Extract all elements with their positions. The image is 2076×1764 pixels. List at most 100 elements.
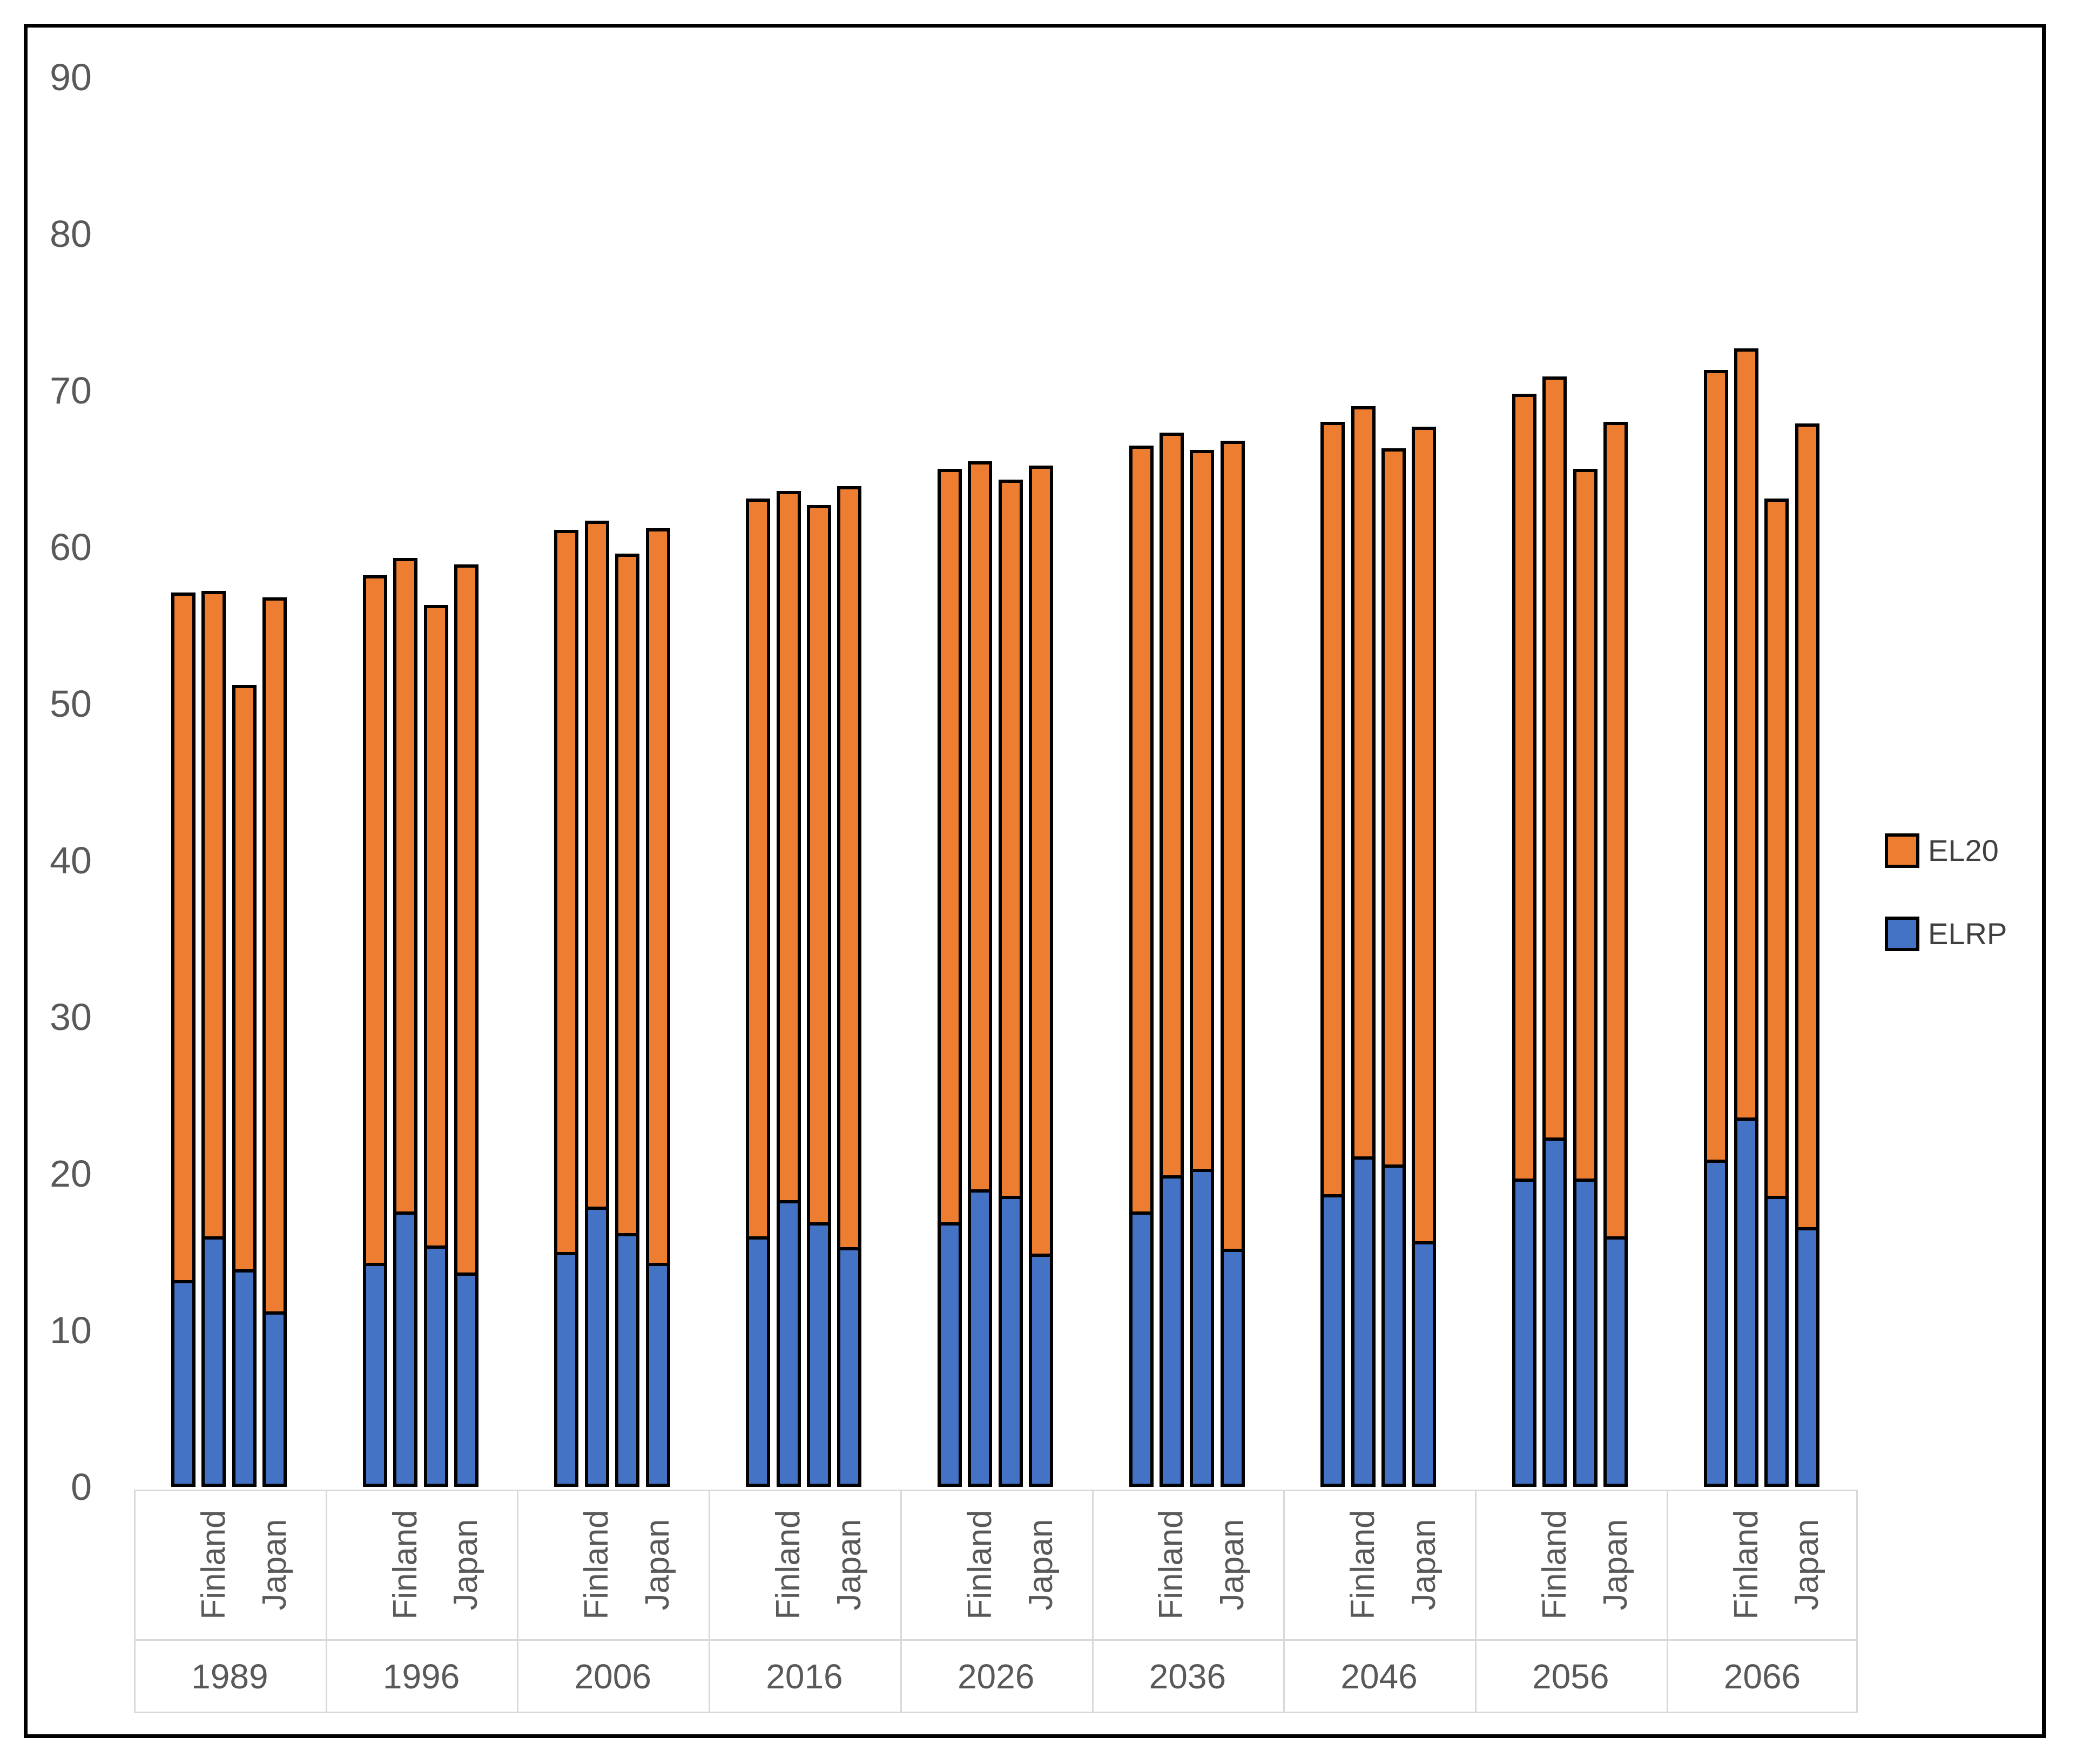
legend-swatch-el20 <box>1885 833 1919 868</box>
bar-1989-finland-2-el20-segment <box>201 591 226 1236</box>
bar-2046-finland-1-el20-segment <box>1320 422 1345 1194</box>
bar-1989-finland-1-elrp-segment <box>171 1280 196 1487</box>
x-axis-country-label-2006-japan: Japan <box>639 1519 677 1611</box>
x-axis-country-label-2016-japan: Japan <box>830 1519 868 1611</box>
category-separator-line <box>1283 1490 1285 1713</box>
bar-2046-finland-2-elrp-segment <box>1351 1156 1376 1487</box>
chart-outer-border <box>24 24 2046 1738</box>
bar-1996-japan-1-elrp-segment <box>423 1245 448 1487</box>
bar-1996-japan-2-elrp-segment <box>454 1272 478 1487</box>
category-separator-line <box>709 1490 711 1713</box>
bar-2016-finland-1-el20-segment <box>746 499 771 1236</box>
bar-2016-japan-1-el20-segment <box>806 504 831 1222</box>
bar-1989-finland-1-el20-segment <box>171 593 196 1281</box>
category-separator-line <box>1474 1490 1477 1713</box>
y-axis-tick-label-20: 20 <box>50 1153 92 1195</box>
bar-1996-japan-2-el20-segment <box>454 564 478 1272</box>
bar-2056-finland-1-el20-segment <box>1512 393 1536 1179</box>
bar-2036-finland-2-elrp-segment <box>1159 1175 1184 1487</box>
bar-2006-finland-1-el20-segment <box>554 530 579 1252</box>
bar-1989-japan-2-el20-segment <box>262 597 287 1312</box>
bar-2026-japan-2-el20-segment <box>1029 466 1053 1254</box>
category-separator-line <box>517 1490 519 1713</box>
bar-2066-finland-1-elrp-segment <box>1703 1159 1728 1487</box>
x-axis-country-label-2036-japan: Japan <box>1214 1519 1251 1611</box>
bar-2066-japan-1-el20-segment <box>1764 499 1789 1196</box>
bar-2056-finland-2-elrp-segment <box>1542 1137 1567 1487</box>
legend-entry-elrp: ELRP <box>1885 917 2007 951</box>
bar-2016-finland-2-elrp-segment <box>776 1200 801 1487</box>
bar-2046-japan-1-elrp-segment <box>1381 1164 1406 1487</box>
bar-2016-finland-2-el20-segment <box>776 490 801 1201</box>
bar-2066-japan-1-elrp-segment <box>1764 1195 1789 1487</box>
bar-2006-japan-2-el20-segment <box>645 528 670 1263</box>
x-axis-year-label-2026: 2026 <box>957 1657 1035 1696</box>
legend-swatch-elrp <box>1885 917 1919 951</box>
bar-2026-finland-2-el20-segment <box>968 461 993 1189</box>
bar-1989-japan-1-elrp-segment <box>232 1269 257 1487</box>
x-axis-country-label-2066-japan: Japan <box>1788 1519 1826 1611</box>
bar-2026-finland-1-el20-segment <box>937 469 962 1222</box>
category-separator-line <box>1091 1490 1094 1713</box>
bar-2056-japan-2-elrp-segment <box>1603 1236 1628 1487</box>
bar-2036-japan-1-el20-segment <box>1190 450 1215 1169</box>
bar-2026-japan-1-elrp-segment <box>998 1195 1023 1487</box>
category-separator-line <box>900 1490 902 1713</box>
bar-2066-finland-2-elrp-segment <box>1734 1117 1758 1487</box>
category-separator-line <box>325 1490 327 1713</box>
bar-2026-japan-2-elrp-segment <box>1029 1253 1053 1487</box>
bar-2036-finland-2-el20-segment <box>1159 433 1184 1175</box>
bar-2046-japan-2-el20-segment <box>1412 426 1437 1241</box>
x-axis-year-label-2036: 2036 <box>1149 1657 1226 1696</box>
bar-1996-japan-1-el20-segment <box>423 605 448 1246</box>
bar-2026-finland-2-elrp-segment <box>968 1189 993 1487</box>
bar-2006-finland-1-elrp-segment <box>554 1252 579 1487</box>
x-axis-country-label-1996-finland: Finland <box>386 1510 424 1620</box>
bar-2036-japan-1-elrp-segment <box>1190 1169 1215 1487</box>
bar-1996-finland-2-el20-segment <box>393 558 418 1211</box>
bar-1996-finland-1-elrp-segment <box>362 1263 387 1487</box>
bar-2026-japan-1-el20-segment <box>998 480 1023 1196</box>
bar-2066-finland-2-el20-segment <box>1734 348 1758 1117</box>
bar-2006-japan-1-elrp-segment <box>615 1233 640 1487</box>
x-axis-country-label-1996-japan: Japan <box>447 1519 485 1611</box>
bar-2016-japan-2-elrp-segment <box>837 1247 862 1487</box>
bar-2056-finland-2-el20-segment <box>1542 376 1567 1138</box>
x-axis-country-label-2026-japan: Japan <box>1022 1519 1060 1611</box>
bar-1989-japan-2-elrp-segment <box>262 1311 287 1487</box>
x-axis-country-label-2056-finland: Finland <box>1535 1510 1573 1620</box>
category-axis-divider <box>134 1639 1858 1641</box>
legend-entry-el20: EL20 <box>1885 833 2007 868</box>
bar-2006-finland-2-el20-segment <box>584 520 609 1207</box>
bar-2056-finland-1-elrp-segment <box>1512 1178 1536 1487</box>
x-axis-year-label-2066: 2066 <box>1723 1657 1801 1696</box>
legend: EL20 ELRP <box>1885 833 2007 1000</box>
y-axis-tick-label-90: 90 <box>50 56 92 98</box>
y-axis-tick-label-30: 30 <box>50 996 92 1038</box>
x-axis-year-label-2056: 2056 <box>1532 1657 1609 1696</box>
x-axis-country-label-2066-finland: Finland <box>1727 1510 1765 1620</box>
x-axis-country-label-2016-finland: Finland <box>770 1510 807 1620</box>
x-axis-country-label-1989-finland: Finland <box>194 1510 232 1620</box>
x-axis-year-label-2046: 2046 <box>1340 1657 1418 1696</box>
bar-2066-finland-1-el20-segment <box>1703 370 1728 1160</box>
x-axis-year-label-2006: 2006 <box>574 1657 651 1696</box>
bar-2036-japan-2-elrp-segment <box>1220 1249 1245 1487</box>
x-axis-country-label-2056-japan: Japan <box>1596 1519 1634 1611</box>
bar-2066-japan-2-elrp-segment <box>1795 1227 1819 1487</box>
x-axis-country-label-2046-japan: Japan <box>1405 1519 1443 1611</box>
bar-1989-japan-1-el20-segment <box>232 685 257 1269</box>
y-axis-tick-label-10: 10 <box>50 1309 92 1351</box>
bar-2006-japan-2-elrp-segment <box>645 1263 670 1487</box>
x-axis-country-label-2036-finland: Finland <box>1152 1510 1190 1620</box>
bar-2016-japan-2-el20-segment <box>837 486 862 1248</box>
legend-label-el20: EL20 <box>1928 833 1999 867</box>
x-axis-country-label-1989-japan: Japan <box>255 1519 293 1611</box>
x-axis-country-label-2046-finland: Finland <box>1344 1510 1382 1620</box>
x-axis-country-label-2006-finland: Finland <box>578 1510 616 1620</box>
bar-2066-japan-2-el20-segment <box>1795 423 1819 1227</box>
bar-2016-japan-1-elrp-segment <box>806 1222 831 1487</box>
x-axis-year-label-2016: 2016 <box>766 1657 843 1696</box>
x-axis-year-label-1989: 1989 <box>191 1657 268 1696</box>
